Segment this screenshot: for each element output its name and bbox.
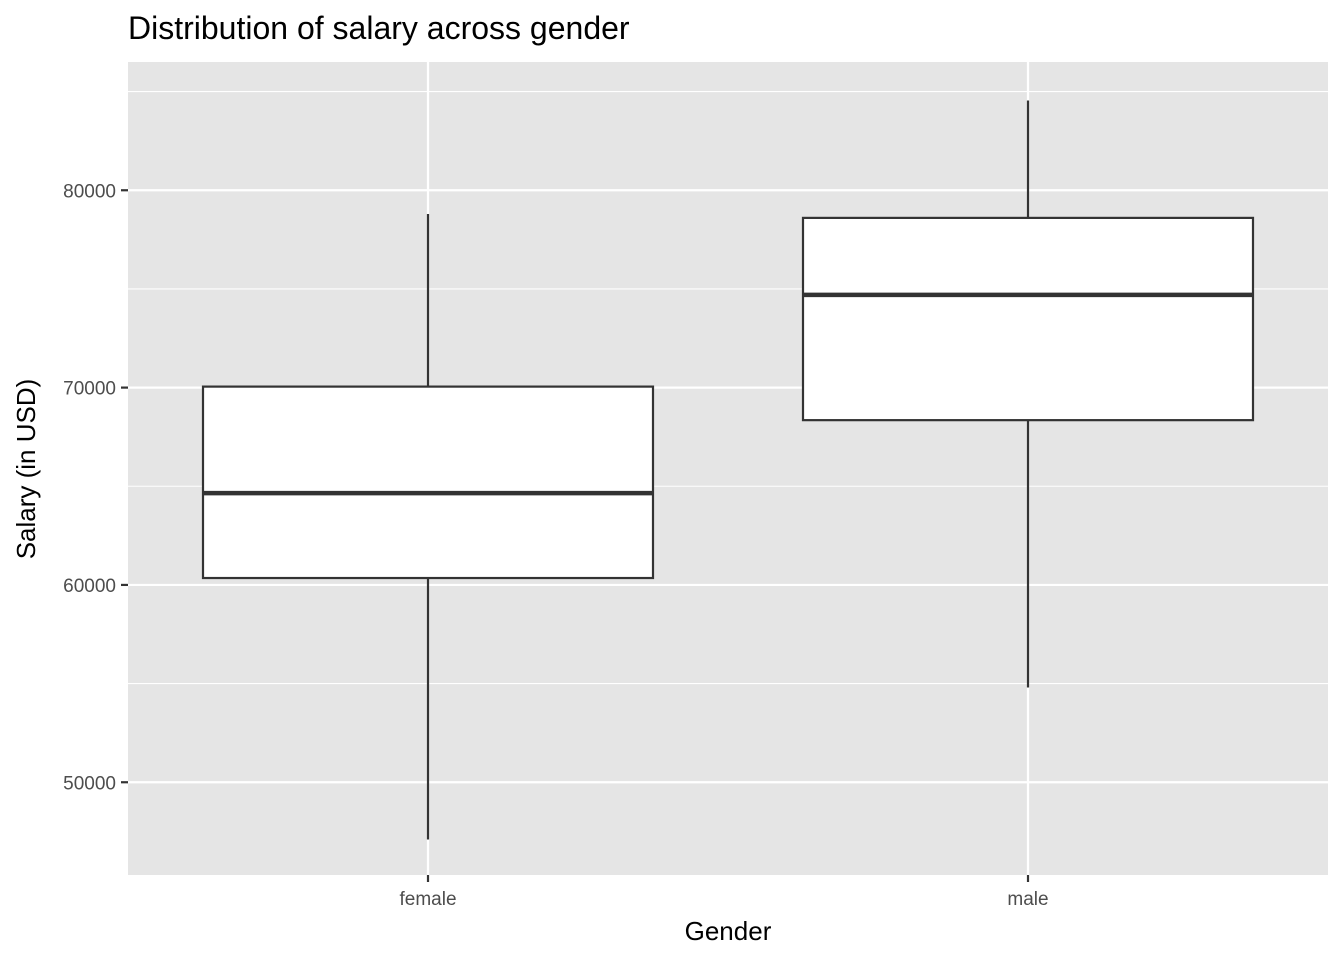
box-male [801,100,1255,688]
chart-title: Distribution of salary across gender [128,10,630,46]
y-axis-title: Salary (in USD) [11,379,41,560]
x-axis-title: Gender [685,916,772,946]
box-female [201,213,655,840]
x-tick-label: male [1007,889,1048,910]
y-axis: 50000 60000 70000 80000 [63,181,128,794]
y-tick-label: 80000 [63,181,116,202]
y-tick-label: 50000 [63,773,116,794]
y-tick-label: 60000 [63,576,116,597]
x-tick-label: female [399,889,456,910]
x-axis: female male [399,875,1049,910]
y-tick-label: 70000 [63,379,116,400]
iqr-box [801,216,1255,422]
plot-panel [128,62,1328,875]
boxes [201,100,1255,840]
iqr-box [201,385,655,580]
